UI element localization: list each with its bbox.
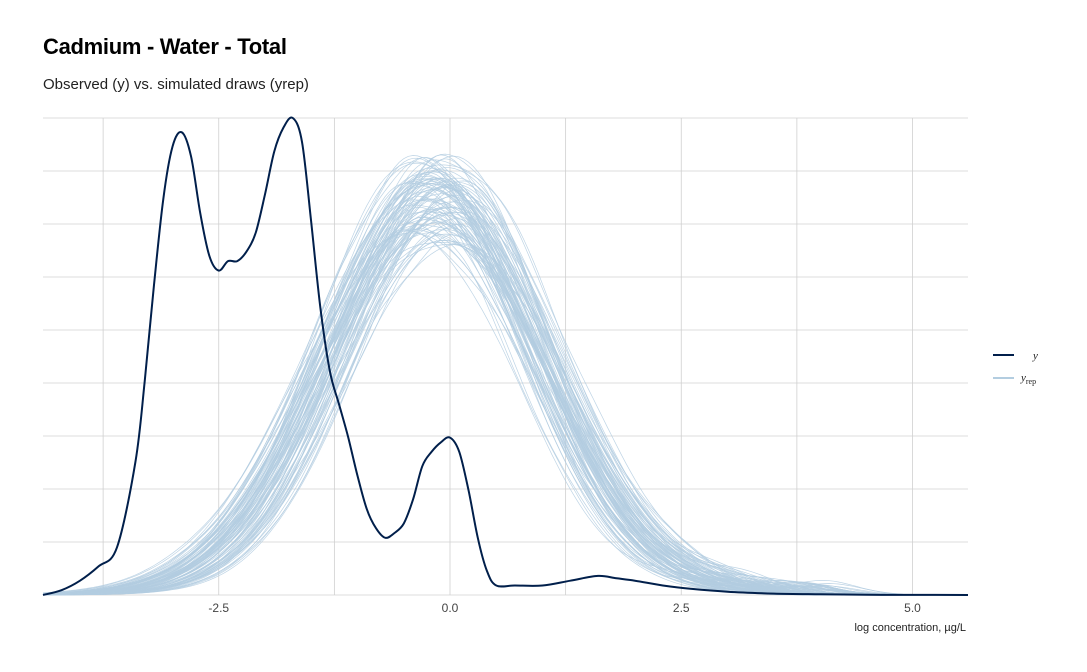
yrep-draw-line: [42, 195, 968, 596]
yrep-draw-line: [42, 187, 968, 596]
x-axis-ticks: -2.5 0.0 2.5 5.0: [208, 601, 921, 615]
yrep-draw-line: [42, 199, 968, 596]
yrep-draw-line: [42, 188, 968, 596]
yrep-draw-line: [42, 210, 968, 596]
x-tick-label: 5.0: [904, 601, 921, 615]
yrep-draw-line: [42, 180, 968, 596]
yrep-draw-line: [42, 155, 968, 596]
yrep-draw-line: [43, 154, 968, 596]
yrep-draw-line: [42, 183, 968, 596]
grid-lines: [43, 117, 968, 596]
yrep-draw-line: [43, 224, 968, 596]
yrep-draw-line: [43, 177, 968, 596]
yrep-draw-line: [43, 169, 968, 596]
yrep-draw-line: [42, 223, 968, 596]
yrep-draw-line: [42, 153, 968, 596]
yrep-draw-line: [42, 179, 968, 596]
legend-label-y: y: [1032, 350, 1038, 362]
yrep-series: [42, 153, 968, 596]
yrep-draw-line: [42, 209, 968, 596]
observed-y-line: [42, 116, 969, 596]
x-tick-label: -2.5: [208, 601, 229, 615]
legend-label-yrep-base: y: [1020, 372, 1026, 384]
x-axis-label: log concentration, µg/L: [854, 622, 966, 634]
legend-label-yrep-sub: rep: [1026, 377, 1036, 386]
yrep-draw-line: [42, 187, 968, 596]
yrep-draw-line: [42, 204, 968, 596]
yrep-draw-line: [42, 189, 968, 596]
yrep-draw-line: [42, 217, 968, 596]
yrep-draw-line: [43, 189, 968, 596]
yrep-draw-line: [42, 173, 968, 596]
yrep-draw-line: [42, 206, 968, 596]
yrep-draw-line: [42, 207, 968, 596]
x-tick-label: 0.0: [442, 601, 459, 615]
yrep-draw-line: [43, 155, 968, 596]
yrep-draw-line: [43, 187, 968, 596]
yrep-draw-line: [42, 191, 968, 596]
legend: y yrep: [993, 350, 1038, 386]
x-tick-label: 2.5: [673, 601, 690, 615]
yrep-draw-line: [43, 208, 968, 596]
legend-label-yrep: yrep: [1020, 372, 1036, 386]
y-series: [42, 116, 969, 596]
yrep-draw-line: [42, 178, 968, 596]
yrep-draw-line: [42, 229, 968, 596]
yrep-draw-line: [42, 186, 968, 596]
yrep-draw-line: [42, 199, 968, 596]
chart-title: Cadmium - Water - Total: [43, 34, 287, 59]
yrep-draw-line: [43, 164, 968, 596]
yrep-draw-line: [43, 207, 968, 596]
yrep-draw-line: [42, 167, 968, 596]
chart-subtitle: Observed (y) vs. simulated draws (yrep): [43, 76, 309, 93]
